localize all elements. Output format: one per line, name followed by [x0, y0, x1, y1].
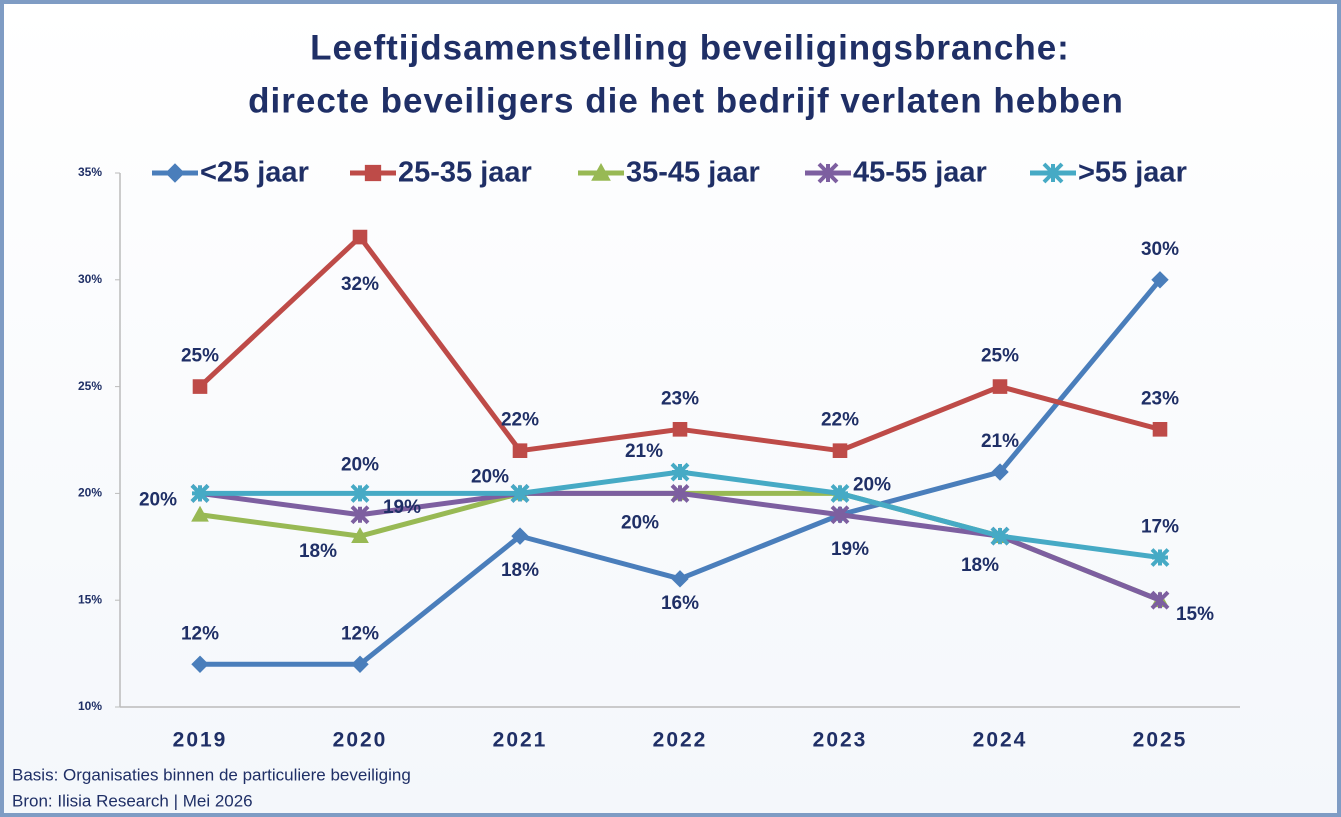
marker — [671, 570, 689, 588]
legend-marker — [165, 163, 185, 183]
marker — [191, 505, 209, 522]
marker — [512, 443, 528, 458]
data-label: 32% — [341, 274, 379, 295]
data-label: 19% — [383, 497, 421, 518]
x-tick-label: 2024 — [973, 729, 1028, 752]
marker — [832, 443, 848, 458]
note: Basis: Organisaties binnen de particulie… — [12, 765, 411, 784]
legend-label: 35-45 jaar — [626, 157, 760, 189]
data-label: 20% — [471, 466, 509, 487]
chart-subtitle: directe beveiligers die het bedrijf verl… — [248, 81, 1124, 120]
marker — [351, 527, 369, 544]
x-tick-label: 2021 — [493, 729, 548, 752]
data-label: 19% — [831, 539, 869, 560]
x-tick-label: 2023 — [813, 729, 868, 752]
marker — [511, 527, 529, 545]
y-tick-label: 10% — [78, 699, 102, 713]
marker — [670, 483, 690, 503]
note: Bron: Ilisia Research | Mei 2026 — [12, 791, 253, 810]
marker — [670, 462, 690, 482]
data-label: 25% — [981, 346, 1019, 367]
marker — [1152, 422, 1168, 437]
marker — [350, 483, 370, 503]
data-label: 30% — [1141, 239, 1179, 260]
data-label: 23% — [661, 388, 699, 409]
data-label: 22% — [501, 410, 539, 431]
data-label: 23% — [1141, 388, 1179, 409]
marker — [830, 505, 850, 525]
x-tick-label: 2019 — [173, 729, 228, 752]
marker — [191, 655, 209, 673]
marker — [992, 379, 1008, 394]
marker — [672, 422, 688, 437]
marker — [830, 483, 850, 503]
data-label: 12% — [341, 623, 379, 644]
data-label: 21% — [625, 441, 663, 462]
legend-marker — [364, 164, 382, 182]
legend-marker — [591, 162, 611, 181]
data-label: 20% — [139, 489, 177, 510]
legend-label: <25 jaar — [200, 157, 309, 189]
y-tick-label: 25% — [78, 379, 102, 393]
data-label: 18% — [501, 560, 539, 581]
data-label: 20% — [341, 454, 379, 475]
data-label: 16% — [661, 593, 699, 614]
data-label: 20% — [853, 474, 891, 495]
legend-label: 25-35 jaar — [398, 157, 532, 189]
data-label: 25% — [181, 346, 219, 367]
data-label: 22% — [821, 410, 859, 431]
marker — [1150, 590, 1170, 610]
data-label: 18% — [299, 541, 337, 562]
data-label: 12% — [181, 623, 219, 644]
data-label: 21% — [981, 431, 1019, 452]
x-tick-label: 2022 — [653, 729, 708, 752]
marker — [991, 463, 1009, 481]
legend-marker — [1042, 162, 1064, 184]
x-tick-label: 2020 — [333, 729, 388, 752]
marker — [192, 379, 208, 394]
marker — [350, 505, 370, 525]
marker — [510, 483, 530, 503]
legend-label: 45-55 jaar — [853, 157, 987, 189]
marker — [1150, 548, 1170, 567]
marker — [990, 526, 1010, 546]
x-tick-label: 2025 — [1133, 729, 1188, 752]
marker — [351, 655, 369, 673]
data-label: 15% — [1176, 604, 1214, 625]
y-tick-label: 30% — [78, 272, 102, 286]
marker — [190, 483, 210, 503]
marker — [352, 229, 368, 245]
marker — [1151, 271, 1169, 289]
y-tick-label: 15% — [78, 592, 102, 606]
data-label: 17% — [1141, 516, 1179, 537]
y-tick-label: 35% — [78, 165, 102, 179]
legend-label: >55 jaar — [1078, 157, 1187, 189]
legend-marker — [817, 162, 839, 184]
data-label: 20% — [621, 512, 659, 533]
data-label: 18% — [961, 555, 999, 576]
chart-title: Leeftijdsamenstelling beveiligingsbranch… — [310, 28, 1070, 67]
y-tick-label: 20% — [78, 486, 102, 500]
